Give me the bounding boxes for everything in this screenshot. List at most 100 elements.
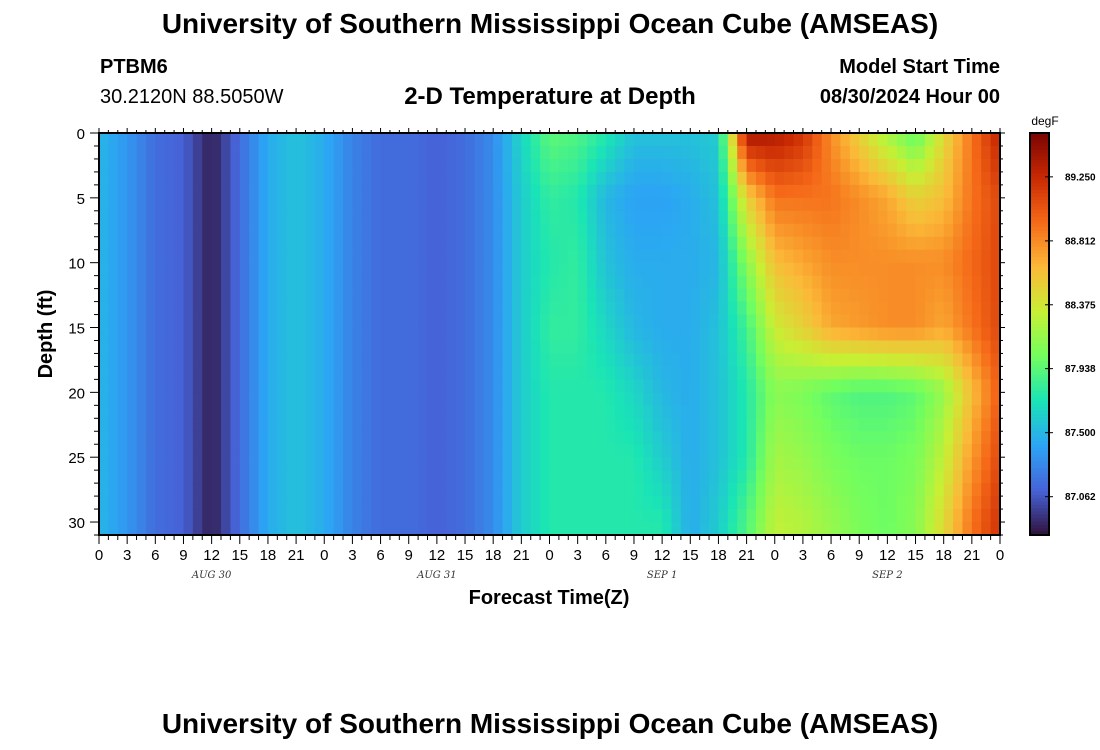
- heatmap-cell: [136, 262, 147, 277]
- heatmap-cell: [549, 483, 560, 497]
- heatmap-cell: [371, 184, 382, 199]
- heatmap-cell: [727, 496, 738, 510]
- heatmap-cell: [333, 133, 344, 147]
- heatmap-cell: [521, 418, 532, 432]
- heatmap-cell: [774, 223, 785, 238]
- heatmap-cell: [812, 223, 823, 238]
- heatmap-cell: [352, 340, 363, 355]
- heatmap-cell: [549, 379, 560, 393]
- heatmap-cell: [267, 444, 278, 458]
- heatmap-cell: [577, 275, 588, 290]
- heatmap-cell: [718, 496, 729, 510]
- heatmap-cell: [793, 379, 804, 393]
- heatmap-cell: [934, 457, 945, 471]
- heatmap-cell: [361, 288, 372, 303]
- heatmap-cell: [587, 457, 598, 471]
- heatmap-cell: [812, 444, 823, 458]
- heatmap-cell: [802, 340, 813, 355]
- heatmap-cell: [558, 418, 569, 432]
- heatmap-cell: [164, 301, 175, 316]
- heatmap-cell: [183, 262, 194, 277]
- heatmap-cell: [896, 197, 907, 212]
- heatmap-cell: [990, 522, 1001, 536]
- heatmap-cell: [849, 470, 860, 484]
- heatmap-cell: [831, 158, 842, 173]
- heatmap-cell: [896, 457, 907, 471]
- heatmap-cell: [108, 275, 119, 290]
- heatmap-cell: [784, 405, 795, 419]
- x-tick-label: 21: [513, 547, 530, 564]
- heatmap-cell: [662, 301, 673, 316]
- heatmap-cell: [774, 483, 785, 497]
- heatmap-cell: [943, 522, 954, 536]
- heatmap-cell: [690, 379, 701, 393]
- heatmap-cell: [408, 444, 419, 458]
- heatmap-cell: [924, 392, 935, 406]
- heatmap-cell: [502, 392, 513, 406]
- heatmap-cell: [399, 444, 410, 458]
- heatmap-cell: [127, 379, 138, 393]
- heatmap-cell: [887, 197, 898, 212]
- colorbar-segment: [1030, 330, 1049, 335]
- heatmap-cell: [427, 496, 438, 510]
- heatmap-cell: [174, 353, 185, 368]
- heatmap-cell: [953, 496, 964, 510]
- heatmap-cell: [277, 275, 288, 290]
- heatmap-cell: [455, 405, 466, 419]
- heatmap-cell: [436, 275, 447, 290]
- heatmap-cell: [418, 145, 429, 160]
- heatmap-cell: [305, 197, 316, 212]
- heatmap-cell: [887, 470, 898, 484]
- heatmap-cell: [361, 340, 372, 355]
- heatmap-cell: [521, 379, 532, 393]
- heatmap-cell: [502, 197, 513, 212]
- heatmap-cell: [643, 496, 654, 510]
- heatmap-cell: [380, 223, 391, 238]
- heatmap-cell: [296, 158, 307, 173]
- heatmap-cell: [352, 496, 363, 510]
- heatmap-cell: [127, 314, 138, 329]
- heatmap-cell: [192, 457, 203, 471]
- heatmap-cell: [352, 197, 363, 212]
- heatmap-cell: [859, 210, 870, 225]
- heatmap-cell: [577, 366, 588, 380]
- colorbar-segment: [1030, 347, 1049, 352]
- heatmap-cell: [221, 288, 231, 303]
- heatmap-cell: [380, 509, 391, 523]
- heatmap-cell: [793, 366, 804, 380]
- heatmap-cell: [540, 340, 551, 355]
- heatmap-cell: [971, 327, 982, 342]
- heatmap-cell: [511, 353, 522, 368]
- heatmap-cell: [784, 223, 795, 238]
- heatmap-cell: [258, 133, 269, 147]
- heatmap-cell: [474, 301, 485, 316]
- colorbar-segment: [1030, 424, 1049, 429]
- heatmap-cell: [934, 483, 945, 497]
- heatmap-cell: [802, 379, 813, 393]
- heatmap-cell: [568, 314, 579, 329]
- heatmap-cell: [455, 366, 466, 380]
- y-tick-label: 25: [68, 450, 85, 467]
- heatmap-cell: [174, 379, 185, 393]
- heatmap-cell: [680, 171, 691, 186]
- heatmap-cell: [352, 236, 363, 251]
- heatmap-cell: [812, 275, 823, 290]
- heatmap-cell: [953, 236, 964, 251]
- heatmap-cell: [577, 496, 588, 510]
- heatmap-cell: [793, 392, 804, 406]
- heatmap-cell: [577, 236, 588, 251]
- heatmap-cell: [765, 145, 776, 160]
- heatmap-cell: [568, 210, 579, 225]
- heatmap-cell: [314, 236, 325, 251]
- heatmap-cell: [540, 210, 551, 225]
- heatmap-cell: [633, 262, 644, 277]
- colorbar-segment: [1030, 253, 1049, 258]
- heatmap-cell: [953, 353, 964, 368]
- heatmap-cell: [953, 470, 964, 484]
- heatmap-cell: [493, 509, 504, 523]
- heatmap-cell: [831, 197, 842, 212]
- heatmap-cell: [906, 405, 917, 419]
- heatmap-cell: [493, 327, 504, 342]
- heatmap-cell: [249, 470, 260, 484]
- heatmap-cell: [877, 249, 888, 264]
